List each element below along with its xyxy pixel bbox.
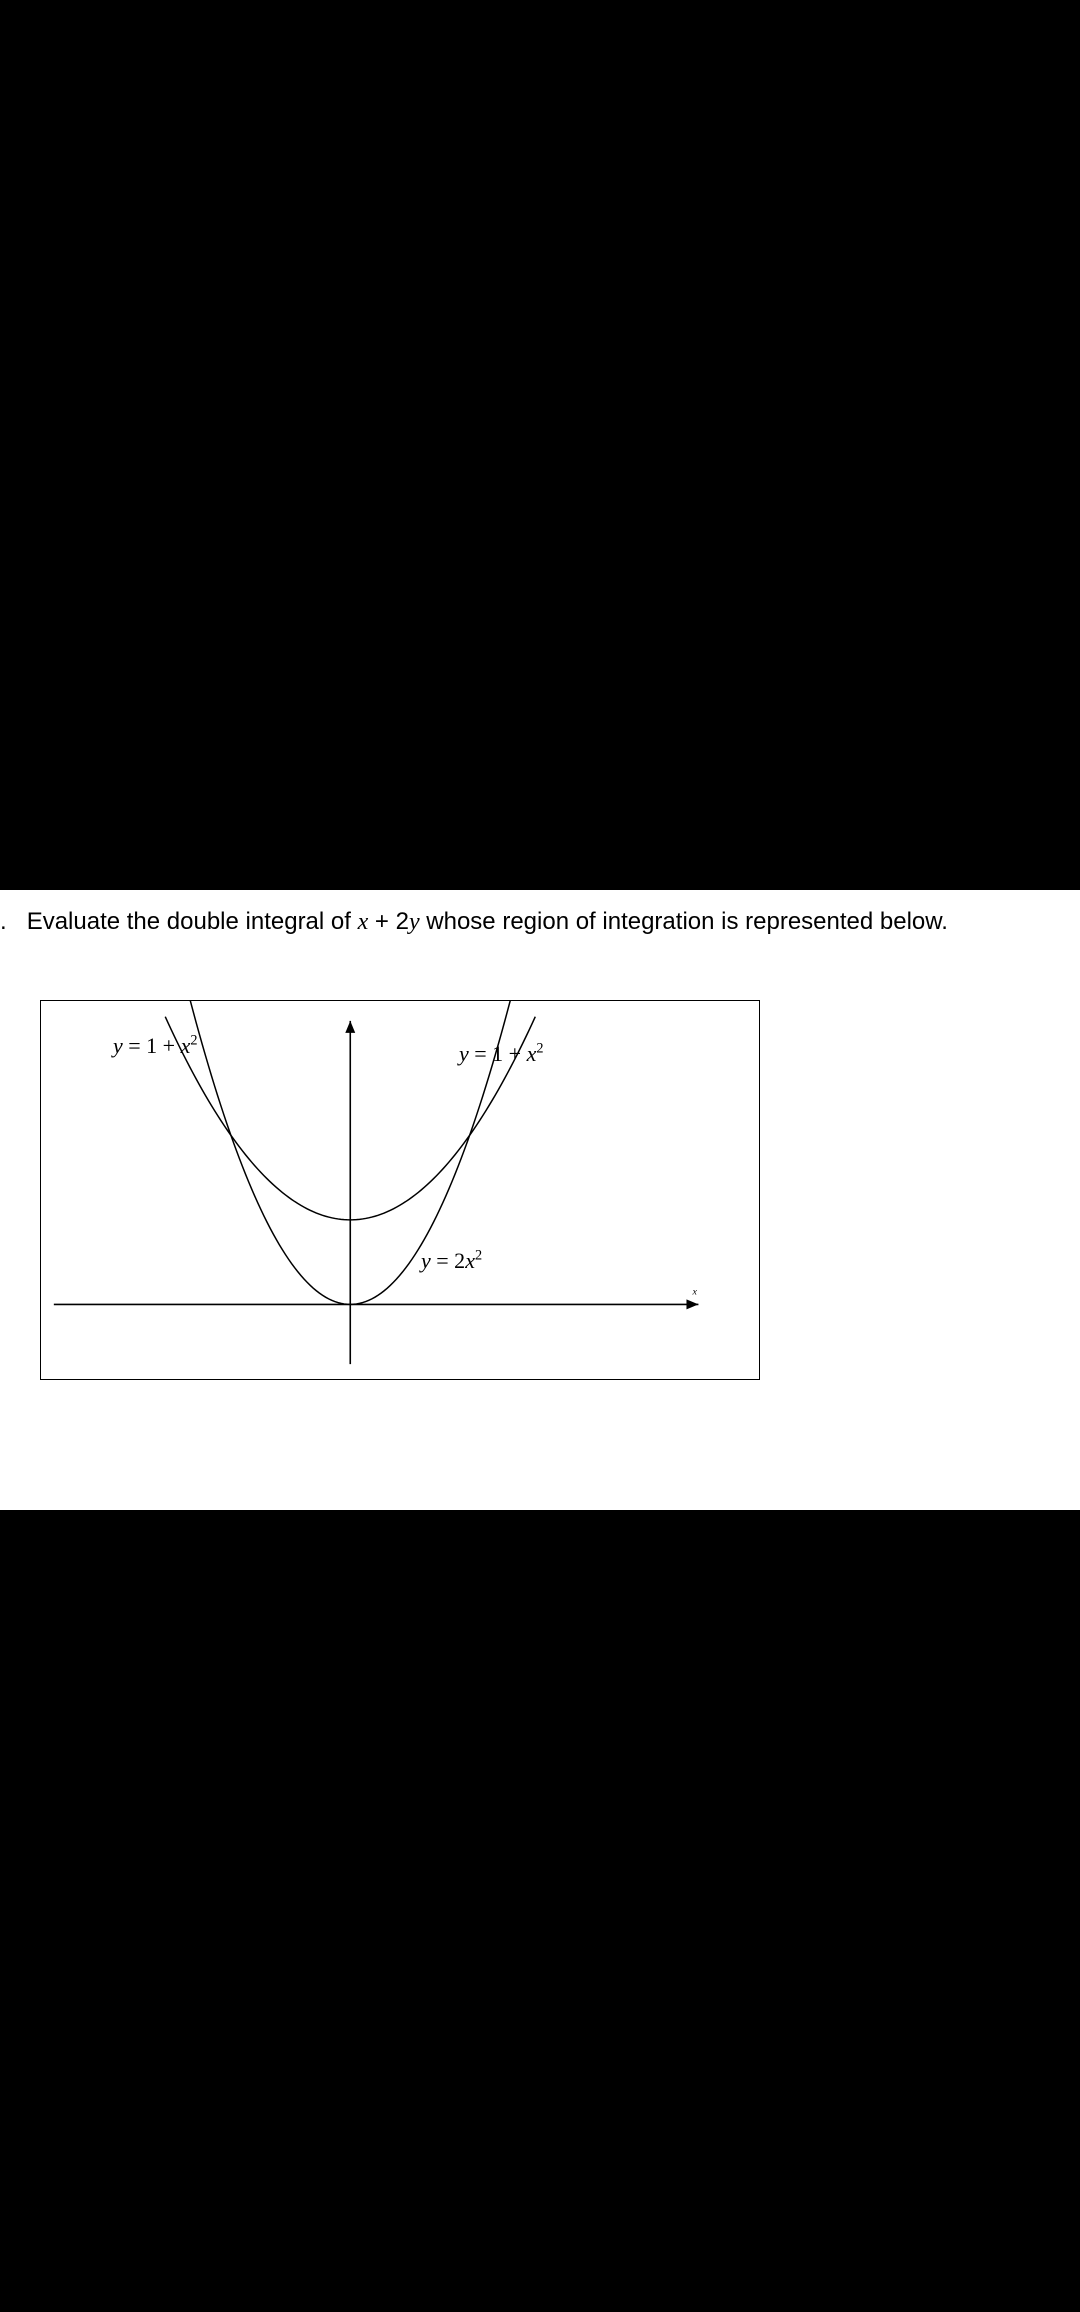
x-axis-label: x xyxy=(691,1286,697,1297)
integrand-plus: + 2 xyxy=(368,908,409,935)
problem-suffix: whose region of integration is represent… xyxy=(420,908,948,935)
content-band: . Evaluate the double integral of x + 2y… xyxy=(0,890,1080,1510)
x-axis-arrow-icon xyxy=(686,1299,698,1309)
integrand-x: x xyxy=(358,909,369,935)
equation-label-upper-left: y = 1 + x2 xyxy=(113,1033,198,1059)
integrand-y: y xyxy=(409,909,420,935)
figure-container: x y = 1 + x2 y = 1 + x2 y = 2x2 xyxy=(40,1000,760,1380)
equation-label-lower: y = 2x2 xyxy=(421,1248,482,1274)
equation-label-upper-right: y = 1 + x2 xyxy=(459,1041,544,1067)
problem-number: . xyxy=(0,908,7,935)
y-axis-arrow-icon xyxy=(345,1021,355,1033)
problem-statement: . Evaluate the double integral of x + 2y… xyxy=(0,908,948,936)
problem-prefix: Evaluate the double integral of xyxy=(27,908,358,935)
